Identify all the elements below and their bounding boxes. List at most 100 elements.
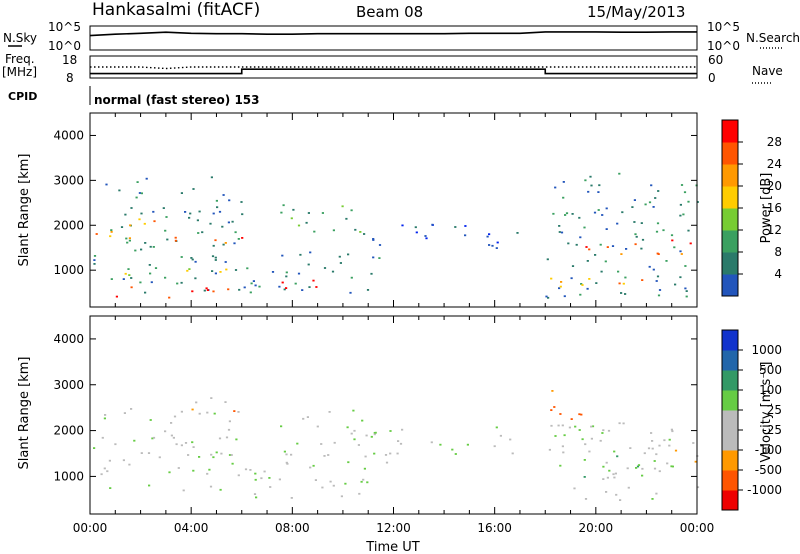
heatmap-cell [197,232,200,234]
heatmap-cell [366,481,369,484]
heatmap-cell [597,191,600,193]
velocity-colorbar-label: Velocity [m s⁻¹] [759,362,774,463]
heatmap-cell [665,260,668,262]
heatmap-cell [296,442,299,445]
heatmap-cell [104,414,107,416]
heatmap-cell [133,439,136,442]
heatmap-cell [168,471,171,474]
heatmap-cell [209,222,212,225]
heatmap-cell [687,229,690,232]
heatmap-cell [128,237,131,240]
heatmap-cell [594,254,597,256]
heatmap-cell [652,268,655,271]
heatmap-cell [278,478,281,481]
heatmap-cell [562,451,565,454]
heatmap-cell [622,282,625,285]
heatmap-cell [612,473,615,476]
heatmap-cell [206,289,209,291]
heatmap-cell [339,262,342,264]
colorbar-tick-label: 25 [767,403,782,417]
heatmap-cell [597,209,600,211]
heatmap-cell [362,478,365,481]
heatmap-cell [624,293,627,295]
heatmap-cell [651,498,654,500]
heatmap-cell [567,242,570,245]
heatmap-cell [635,235,638,238]
heatmap-cell [558,231,561,233]
heatmap-cell [126,241,129,244]
heatmap-cell [333,441,336,444]
nsky-label: N.Sky [3,31,37,45]
heatmap-cell [299,253,302,256]
heatmap-cell [285,287,288,289]
heatmap-cell [285,453,288,456]
heatmap-cell [105,183,108,186]
heatmap-cell [694,460,697,463]
heatmap-cell [668,444,671,447]
heatmap-cell [552,212,555,215]
heatmap-cell [625,248,628,250]
heatmap-cell [138,192,141,194]
heatmap-cell [140,192,143,195]
heatmap-cell [605,461,608,464]
heatmap-cell [332,229,335,232]
heatmap-cell [560,281,563,283]
heatmap-cell [151,437,154,440]
heatmap-cell [578,413,581,416]
heatmap-cell [590,425,593,428]
power-colorbar-label: Power [dB] [759,173,774,244]
heatmap-cell [606,476,609,479]
heatmap-cell [606,246,609,248]
heatmap-cell [656,275,660,278]
heatmap-cell [626,467,629,470]
heatmap-cell [206,472,209,475]
heatmap-cell [666,462,669,465]
heatmap-cell [282,204,285,207]
heatmap-cell [216,206,219,209]
heatmap-cell [103,467,106,470]
heatmap-cell [588,450,591,453]
heatmap-cell [211,255,215,258]
heatmap-cell [583,226,586,229]
heatmap-cell [651,447,654,450]
power-panel-bg [90,113,697,307]
heatmap-cell [338,255,341,258]
heatmap-cell [301,289,304,291]
heatmap-cell [587,190,590,193]
heatmap-cell [671,465,674,468]
heatmap-cell [650,184,653,187]
heatmap-cell [225,268,228,271]
heatmap-cell [228,420,231,423]
heatmap-cell [281,254,284,257]
heatmap-cell [297,272,301,275]
power-yaxis: 1000 2000 3000 4000 [53,128,697,277]
heatmap-cell [615,493,618,496]
heatmap-cell [93,447,96,449]
heatmap-cell [560,231,564,234]
heatmap-cell [620,253,623,255]
heatmap-cell [164,229,167,232]
heatmap-cell [170,422,173,424]
heatmap-cell [182,489,185,492]
heatmap-cell [194,260,197,263]
power-colorbar: 4 8 12 16 20 24 28 [721,119,782,297]
colorbar-segment [722,470,738,491]
heatmap-cell [124,213,127,216]
heatmap-cell [147,452,151,454]
colorbar-tick-label: 28 [767,135,782,149]
heatmap-cell [488,244,491,246]
heatmap-cell [345,217,348,220]
heatmap-cell [674,449,678,452]
heatmap-cell [100,473,103,476]
heatmap-cell [214,259,217,261]
nave-tick-top: 60 [708,53,723,67]
colorbar-tick-label: -1000 [747,483,782,497]
heatmap-cell [631,206,634,208]
heatmap-cell [128,274,131,276]
heatmap-cell [499,434,502,437]
heatmap-cell [243,286,246,289]
heatmap-cell [640,222,643,224]
heatmap-cell [190,257,193,259]
heatmap-cell [140,248,143,251]
heatmap-cell [607,429,611,432]
